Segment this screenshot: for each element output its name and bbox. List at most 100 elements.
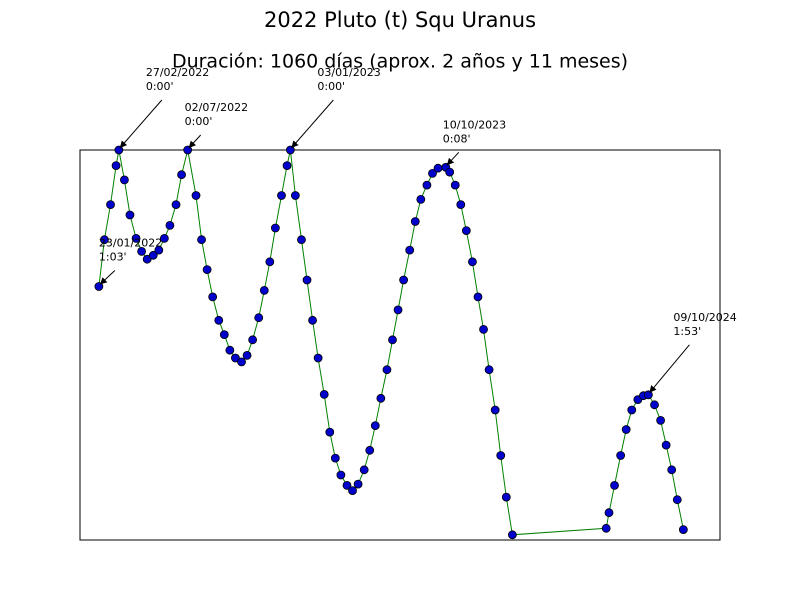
data-point — [456, 200, 466, 210]
data-point — [148, 250, 158, 260]
plot-frame — [79, 149, 721, 541]
data-point — [297, 235, 306, 245]
data-point — [484, 365, 494, 375]
data-point — [601, 523, 611, 533]
data-point — [94, 282, 104, 291]
data-point — [106, 200, 115, 210]
annotation-date: 03/01/2023 — [317, 66, 380, 79]
data-point — [285, 145, 295, 155]
data-point — [501, 492, 511, 502]
data-point — [325, 427, 335, 437]
data-point — [461, 226, 471, 236]
data-point — [370, 421, 380, 431]
data-point — [242, 350, 252, 360]
data-point — [290, 191, 300, 200]
data-point — [399, 275, 409, 285]
data-point — [359, 465, 369, 475]
annotation-arrow — [649, 344, 690, 394]
data-point — [496, 451, 506, 460]
data-point — [656, 415, 666, 425]
data-point — [197, 235, 206, 245]
annotation-arrow — [119, 99, 163, 149]
data-point — [114, 145, 124, 155]
data-point — [376, 393, 386, 403]
data-point — [159, 233, 169, 243]
data-point — [165, 220, 175, 230]
data-point — [672, 495, 682, 505]
data-point — [259, 285, 269, 295]
annotation-orb: 1:03' — [99, 251, 127, 264]
data-point — [125, 210, 135, 220]
annotation-date: 23/01/2022 — [99, 237, 162, 250]
data-point — [468, 257, 477, 267]
data-point — [643, 390, 653, 400]
data-point — [365, 445, 375, 455]
data-point — [610, 480, 619, 490]
data-point — [473, 292, 483, 302]
data-point — [254, 313, 264, 323]
data-point — [313, 353, 323, 363]
data-point — [302, 275, 312, 285]
data-point — [616, 451, 626, 460]
data-point — [319, 389, 329, 399]
data-point — [154, 245, 164, 255]
annotation-orb: 0:00' — [317, 80, 345, 93]
data-point — [450, 180, 460, 190]
data-point — [308, 315, 317, 325]
data-point — [621, 425, 631, 434]
data-point — [214, 315, 224, 325]
data-point — [627, 405, 637, 415]
data-point — [388, 335, 397, 345]
data-point — [111, 161, 121, 171]
annotation-date: 27/02/2022 — [146, 66, 209, 79]
annotation-orb: 0:08' — [443, 132, 471, 145]
data-point — [131, 233, 141, 243]
data-point — [265, 257, 275, 267]
data-point — [416, 194, 426, 204]
chart-title: 2022 Pluto (t) Squ Uranus — [264, 8, 536, 32]
data-point — [277, 191, 286, 200]
data-point — [348, 486, 357, 496]
annotation-orb: 0:00' — [185, 115, 213, 128]
data-point — [177, 170, 186, 180]
data-point — [225, 345, 235, 355]
data-point — [137, 246, 147, 256]
data-point — [330, 453, 340, 463]
data-point — [231, 353, 240, 363]
data-point — [100, 235, 109, 245]
data-point — [208, 292, 218, 302]
data-point — [382, 365, 392, 375]
data-point — [142, 254, 152, 264]
annotation-date: 09/10/2024 — [673, 311, 736, 324]
data-point — [120, 175, 129, 185]
data-point — [219, 330, 229, 340]
data-point — [604, 508, 614, 518]
data-point — [422, 180, 432, 190]
data-point — [270, 223, 280, 233]
data-point — [248, 335, 258, 345]
data-point — [479, 324, 488, 334]
annotation-arrow — [99, 270, 116, 285]
data-point — [667, 465, 677, 475]
data-point — [650, 400, 659, 410]
data-point — [191, 191, 201, 200]
data-point — [508, 530, 517, 540]
annotation-date: 10/10/2023 — [443, 118, 506, 131]
data-point — [445, 167, 455, 177]
annotation-orb: 0:00' — [146, 80, 174, 93]
chart-subtitle: Duración: 1060 días (aprox. 2 años y 11 … — [172, 51, 628, 73]
data-point — [410, 217, 420, 226]
data-point — [393, 305, 403, 315]
data-point — [183, 145, 193, 155]
data-point — [202, 265, 212, 275]
data-point — [336, 470, 346, 480]
annotation-date: 02/07/2022 — [185, 101, 248, 114]
data-point — [678, 525, 688, 534]
data-point — [171, 200, 181, 210]
annotation-arrow — [188, 134, 202, 149]
data-point — [490, 405, 500, 415]
data-point — [282, 161, 292, 171]
annotation-orb: 1:53' — [673, 325, 701, 338]
data-point — [433, 163, 443, 173]
